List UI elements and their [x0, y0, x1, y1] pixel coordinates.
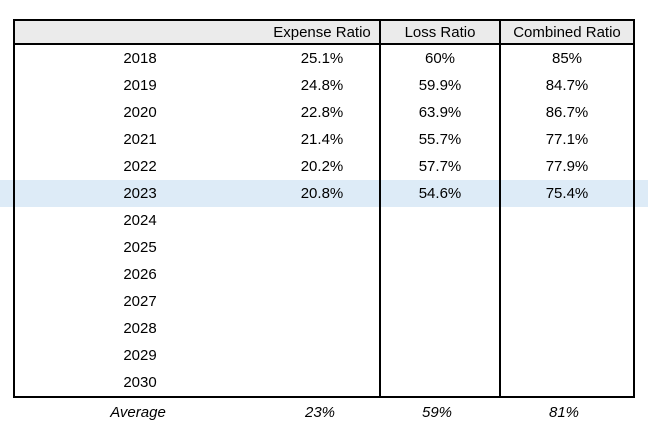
expense-cell-2019[interactable]: 24.8%	[300, 77, 344, 94]
loss-cell-2022[interactable]: 57.7%	[379, 153, 499, 180]
expense-cell-2025[interactable]	[265, 234, 379, 261]
year-cell-2019[interactable]: 2019	[123, 77, 157, 94]
year-cell-2025[interactable]: 2025	[123, 239, 157, 256]
highlighted-row-strip	[0, 180, 648, 207]
average-row: Average 23% 59% 81%	[13, 399, 635, 426]
year-cell-2020[interactable]: 2020	[123, 104, 157, 121]
header-empty-cell	[15, 21, 265, 45]
expense-cell-2030[interactable]	[265, 369, 379, 396]
combined-cell-2029[interactable]	[499, 342, 633, 369]
combined-cell-2019[interactable]: 84.7%	[499, 72, 633, 99]
year-cell-2028[interactable]: 2028	[123, 320, 157, 337]
combined-cell-2020[interactable]: 86.7%	[499, 99, 633, 126]
loss-cell-2020[interactable]: 63.9%	[379, 99, 499, 126]
combined-cell-2021[interactable]: 77.1%	[499, 126, 633, 153]
loss-cell-2024[interactable]	[379, 207, 499, 234]
expense-cell-2029[interactable]	[265, 342, 379, 369]
loss-cell-2026[interactable]	[379, 261, 499, 288]
combined-cell-2018[interactable]: 85%	[499, 45, 633, 72]
year-cell-2021[interactable]: 2021	[123, 131, 157, 148]
expense-cell-2021[interactable]: 21.4%	[300, 131, 344, 148]
year-cell-2027[interactable]: 2027	[123, 293, 157, 310]
expense-cell-2022[interactable]: 20.2%	[300, 158, 344, 175]
expense-cell-2018[interactable]: 25.1%	[300, 50, 344, 67]
average-expense: 23%	[304, 404, 336, 421]
combined-cell-2025[interactable]	[499, 234, 633, 261]
expense-cell-2023[interactable]: 20.8%	[300, 185, 344, 202]
combined-cell-2030[interactable]	[499, 369, 633, 396]
combined-cell-2026[interactable]	[499, 261, 633, 288]
year-cell-2024[interactable]: 2024	[123, 212, 157, 229]
loss-cell-2030[interactable]	[379, 369, 499, 396]
loss-cell-2021[interactable]: 55.7%	[379, 126, 499, 153]
combined-cell-2028[interactable]	[499, 315, 633, 342]
average-loss: 59%	[421, 404, 453, 421]
combined-cell-2027[interactable]	[499, 288, 633, 315]
expense-cell-2020[interactable]: 22.8%	[300, 104, 344, 121]
expense-cell-2027[interactable]	[265, 288, 379, 315]
year-cell-2026[interactable]: 2026	[123, 266, 157, 283]
loss-cell-2023[interactable]: 54.6%	[379, 180, 499, 207]
header-expense-ratio: Expense Ratio	[265, 21, 379, 45]
loss-cell-2025[interactable]	[379, 234, 499, 261]
header-combined-ratio: Combined Ratio	[499, 21, 633, 45]
combined-cell-2022[interactable]: 77.9%	[499, 153, 633, 180]
loss-cell-2029[interactable]	[379, 342, 499, 369]
loss-cell-2028[interactable]	[379, 315, 499, 342]
expense-cell-2028[interactable]	[265, 315, 379, 342]
year-cell-2022[interactable]: 2022	[123, 158, 157, 175]
year-cell-2029[interactable]: 2029	[123, 347, 157, 364]
average-combined: 81%	[548, 404, 580, 421]
loss-cell-2027[interactable]	[379, 288, 499, 315]
loss-cell-2018[interactable]: 60%	[379, 45, 499, 72]
year-cell-2023[interactable]: 2023	[123, 185, 157, 202]
loss-cell-2019[interactable]: 59.9%	[379, 72, 499, 99]
year-cell-2030[interactable]: 2030	[123, 374, 157, 391]
expense-cell-2026[interactable]	[265, 261, 379, 288]
year-cell-2018[interactable]: 2018	[123, 50, 157, 67]
header-loss-ratio: Loss Ratio	[379, 21, 499, 45]
ratios-table: Expense Ratio Loss Ratio Combined Ratio …	[13, 19, 635, 398]
expense-cell-2024[interactable]	[265, 207, 379, 234]
combined-cell-2024[interactable]	[499, 207, 633, 234]
average-label: Average	[110, 404, 166, 421]
combined-cell-2023[interactable]: 75.4%	[499, 180, 633, 207]
